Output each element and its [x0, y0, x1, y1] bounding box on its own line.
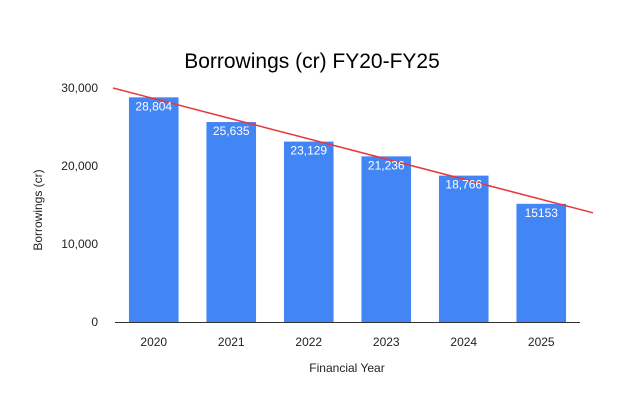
x-axis-ticks: 2020 2021 2022 2023 2024 2025 [140, 335, 555, 349]
bar-value-label: 18,766 [445, 178, 482, 192]
bar [206, 122, 257, 322]
y-tick-label: 20,000 [61, 159, 98, 173]
x-tick-label: 2023 [373, 335, 400, 349]
y-tick-label: 10,000 [61, 237, 98, 251]
bar [283, 141, 334, 322]
bar-value-label: 21,236 [368, 158, 405, 172]
bars [128, 97, 567, 322]
bar-value-label: 15153 [525, 206, 559, 220]
x-tick-label: 2024 [450, 335, 477, 349]
x-tick-label: 2022 [295, 335, 322, 349]
x-tick-label: 2020 [140, 335, 167, 349]
bar-value-label: 23,129 [290, 144, 327, 158]
bar [128, 97, 179, 322]
chart-title: Borrowings (cr) FY20-FY25 [184, 50, 440, 73]
y-axis-ticks: 0 10,000 20,000 30,000 [61, 81, 98, 329]
bar [516, 203, 567, 322]
data-labels: 28,804 25,635 23,129 21,236 18,766 15153 [135, 99, 558, 219]
x-tick-label: 2025 [528, 335, 555, 349]
x-axis-title: Financial Year [309, 361, 384, 375]
bar [361, 156, 412, 322]
y-tick-label: 30,000 [61, 81, 98, 95]
bar [438, 175, 489, 322]
bar-value-label: 28,804 [135, 99, 172, 113]
y-axis-title: Borrowings (cr) [31, 169, 45, 250]
bar-value-label: 25,635 [213, 124, 250, 138]
x-tick-label: 2021 [218, 335, 245, 349]
trend-line [112, 87, 594, 214]
y-tick-label: 0 [91, 315, 98, 329]
